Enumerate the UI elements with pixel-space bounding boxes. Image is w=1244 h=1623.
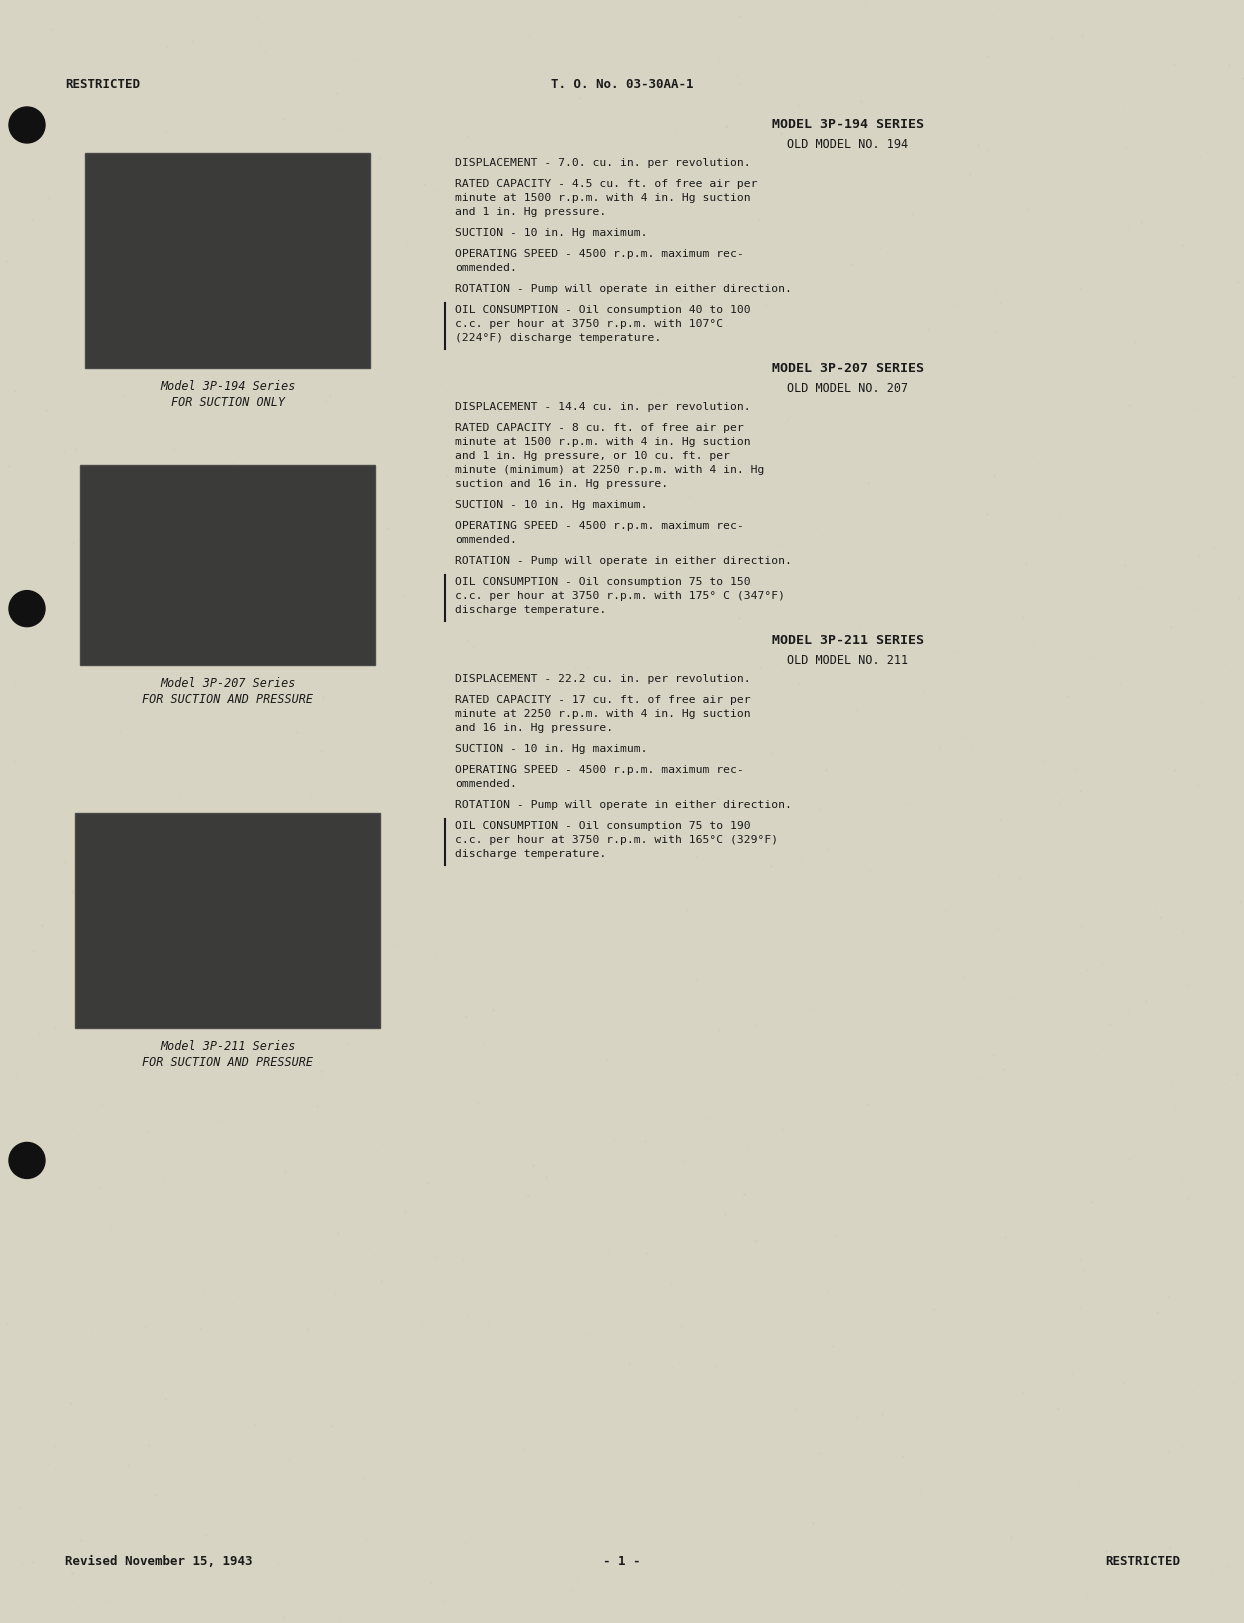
Text: discharge temperature.: discharge temperature. — [455, 849, 606, 859]
Text: c.c. per hour at 3750 r.p.m. with 165°C (329°F): c.c. per hour at 3750 r.p.m. with 165°C … — [455, 834, 779, 846]
Text: OIL CONSUMPTION - Oil consumption 75 to 190: OIL CONSUMPTION - Oil consumption 75 to … — [455, 821, 750, 831]
Text: T. O. No. 03-30AA-1: T. O. No. 03-30AA-1 — [551, 78, 693, 91]
Text: discharge temperature.: discharge temperature. — [455, 605, 606, 615]
Text: DISPLACEMENT - 7.0. cu. in. per revolution.: DISPLACEMENT - 7.0. cu. in. per revoluti… — [455, 157, 750, 169]
Text: DISPLACEMENT - 22.2 cu. in. per revolution.: DISPLACEMENT - 22.2 cu. in. per revoluti… — [455, 674, 750, 683]
Bar — [81, 466, 376, 665]
Circle shape — [9, 591, 45, 626]
Text: MODEL 3P-194 SERIES: MODEL 3P-194 SERIES — [773, 118, 924, 131]
Text: OPERATING SPEED - 4500 r.p.m. maximum rec-: OPERATING SPEED - 4500 r.p.m. maximum re… — [455, 521, 744, 531]
Text: Revised November 15, 1943: Revised November 15, 1943 — [65, 1555, 253, 1568]
Text: Model 3P-211 Series: Model 3P-211 Series — [160, 1039, 296, 1052]
Text: c.c. per hour at 3750 r.p.m. with 175° C (347°F): c.c. per hour at 3750 r.p.m. with 175° C… — [455, 591, 785, 601]
Text: OPERATING SPEED - 4500 r.p.m. maximum rec-: OPERATING SPEED - 4500 r.p.m. maximum re… — [455, 764, 744, 776]
Text: RESTRICTED: RESTRICTED — [1105, 1555, 1181, 1568]
Text: minute at 2250 r.p.m. with 4 in. Hg suction: minute at 2250 r.p.m. with 4 in. Hg suct… — [455, 709, 750, 719]
Text: DISPLACEMENT - 14.4 cu. in. per revolution.: DISPLACEMENT - 14.4 cu. in. per revoluti… — [455, 403, 750, 412]
Text: RATED CAPACITY - 17 cu. ft. of free air per: RATED CAPACITY - 17 cu. ft. of free air … — [455, 695, 750, 704]
Text: OIL CONSUMPTION - Oil consumption 75 to 150: OIL CONSUMPTION - Oil consumption 75 to … — [455, 578, 750, 588]
Text: MODEL 3P-211 SERIES: MODEL 3P-211 SERIES — [773, 635, 924, 648]
Text: ommended.: ommended. — [455, 536, 516, 545]
Text: OPERATING SPEED - 4500 r.p.m. maximum rec-: OPERATING SPEED - 4500 r.p.m. maximum re… — [455, 248, 744, 260]
Text: (224°F) discharge temperature.: (224°F) discharge temperature. — [455, 333, 662, 342]
Text: and 1 in. Hg pressure, or 10 cu. ft. per: and 1 in. Hg pressure, or 10 cu. ft. per — [455, 451, 730, 461]
Text: FOR SUCTION AND PRESSURE: FOR SUCTION AND PRESSURE — [143, 1055, 313, 1068]
Text: minute at 1500 r.p.m. with 4 in. Hg suction: minute at 1500 r.p.m. with 4 in. Hg suct… — [455, 193, 750, 203]
Bar — [76, 813, 381, 1027]
Text: minute (minimum) at 2250 r.p.m. with 4 in. Hg: minute (minimum) at 2250 r.p.m. with 4 i… — [455, 466, 764, 476]
Text: ommended.: ommended. — [455, 263, 516, 273]
Text: MODEL 3P-207 SERIES: MODEL 3P-207 SERIES — [773, 362, 924, 375]
Bar — [86, 153, 371, 367]
Text: and 16 in. Hg pressure.: and 16 in. Hg pressure. — [455, 722, 613, 734]
Text: Model 3P-207 Series: Model 3P-207 Series — [160, 677, 296, 690]
Text: OLD MODEL NO. 211: OLD MODEL NO. 211 — [787, 654, 908, 667]
Text: - 1 -: - 1 - — [603, 1555, 641, 1568]
Text: FOR SUCTION AND PRESSURE: FOR SUCTION AND PRESSURE — [143, 693, 313, 706]
Text: ommended.: ommended. — [455, 779, 516, 789]
Text: c.c. per hour at 3750 r.p.m. with 107°C: c.c. per hour at 3750 r.p.m. with 107°C — [455, 320, 723, 329]
Text: minute at 1500 r.p.m. with 4 in. Hg suction: minute at 1500 r.p.m. with 4 in. Hg suct… — [455, 437, 750, 446]
Text: and 1 in. Hg pressure.: and 1 in. Hg pressure. — [455, 208, 606, 217]
Text: OLD MODEL NO. 194: OLD MODEL NO. 194 — [787, 138, 908, 151]
Circle shape — [9, 107, 45, 143]
Text: suction and 16 in. Hg pressure.: suction and 16 in. Hg pressure. — [455, 479, 668, 489]
Text: ROTATION - Pump will operate in either direction.: ROTATION - Pump will operate in either d… — [455, 800, 792, 810]
Text: Model 3P-194 Series: Model 3P-194 Series — [160, 380, 296, 393]
Text: SUCTION - 10 in. Hg maximum.: SUCTION - 10 in. Hg maximum. — [455, 227, 647, 239]
Circle shape — [9, 1143, 45, 1178]
Text: OLD MODEL NO. 207: OLD MODEL NO. 207 — [787, 381, 908, 394]
Text: OIL CONSUMPTION - Oil consumption 40 to 100: OIL CONSUMPTION - Oil consumption 40 to … — [455, 305, 750, 315]
Text: RATED CAPACITY - 4.5 cu. ft. of free air per: RATED CAPACITY - 4.5 cu. ft. of free air… — [455, 179, 758, 188]
Text: FOR SUCTION ONLY: FOR SUCTION ONLY — [170, 396, 285, 409]
Text: SUCTION - 10 in. Hg maximum.: SUCTION - 10 in. Hg maximum. — [455, 500, 647, 510]
Text: SUCTION - 10 in. Hg maximum.: SUCTION - 10 in. Hg maximum. — [455, 743, 647, 755]
Text: RESTRICTED: RESTRICTED — [65, 78, 141, 91]
Text: ROTATION - Pump will operate in either direction.: ROTATION - Pump will operate in either d… — [455, 557, 792, 566]
Text: ROTATION - Pump will operate in either direction.: ROTATION - Pump will operate in either d… — [455, 284, 792, 294]
Text: RATED CAPACITY - 8 cu. ft. of free air per: RATED CAPACITY - 8 cu. ft. of free air p… — [455, 424, 744, 433]
